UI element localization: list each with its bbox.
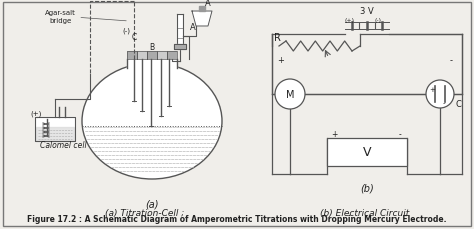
Text: Agar-salt
bridge: Agar-salt bridge: [45, 11, 126, 23]
Text: 3 V: 3 V: [360, 7, 374, 16]
Text: (b): (b): [360, 183, 374, 193]
Text: (-): (-): [375, 18, 382, 23]
Bar: [327, 138, 407, 166]
Circle shape: [275, 80, 305, 109]
Text: (a): (a): [145, 199, 159, 209]
Polygon shape: [174, 45, 186, 50]
Polygon shape: [167, 52, 177, 60]
Text: C: C: [132, 33, 137, 42]
Text: C: C: [456, 100, 462, 109]
Text: (-): (-): [122, 27, 130, 33]
Text: (+): (+): [345, 18, 355, 23]
Text: (b) Electrical Circuit: (b) Electrical Circuit: [320, 208, 410, 217]
Polygon shape: [127, 52, 137, 60]
Polygon shape: [35, 117, 75, 141]
Ellipse shape: [82, 64, 222, 179]
Text: V: V: [363, 146, 371, 159]
Polygon shape: [147, 52, 157, 60]
Text: Figure 17.2 : A Schematic Diagram of Amperometric Titrations with Dropping Mercu: Figure 17.2 : A Schematic Diagram of Amp…: [27, 214, 447, 223]
Text: (a) Titration-Cell ;: (a) Titration-Cell ;: [105, 208, 185, 217]
Text: Calomel cell: Calomel cell: [40, 140, 87, 149]
Text: R: R: [274, 33, 281, 43]
Text: -: -: [450, 56, 453, 65]
Text: A: A: [205, 0, 211, 8]
Text: -: -: [443, 100, 446, 106]
Text: A: A: [190, 23, 196, 32]
Text: +: +: [331, 129, 337, 138]
Polygon shape: [199, 7, 205, 12]
Text: M: M: [286, 90, 294, 100]
Polygon shape: [36, 128, 74, 141]
Text: -: -: [399, 129, 402, 138]
Polygon shape: [157, 52, 167, 60]
Circle shape: [426, 81, 454, 109]
Polygon shape: [127, 60, 177, 69]
Text: +: +: [429, 87, 435, 93]
Polygon shape: [177, 15, 183, 47]
Text: +: +: [277, 56, 284, 65]
Text: B: B: [149, 43, 154, 52]
Polygon shape: [137, 52, 147, 60]
Text: (+): (+): [30, 111, 41, 117]
Polygon shape: [192, 12, 212, 27]
